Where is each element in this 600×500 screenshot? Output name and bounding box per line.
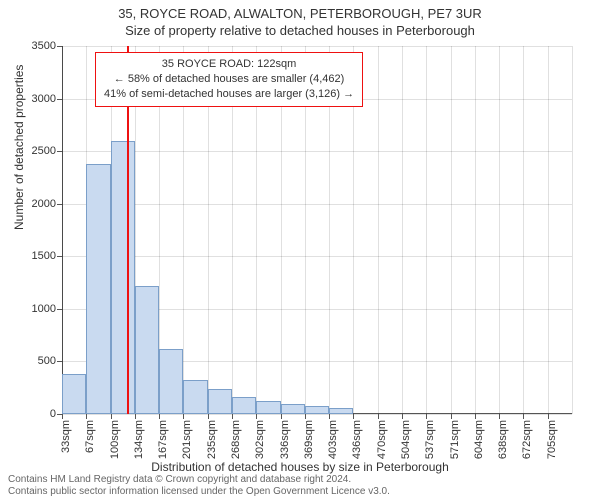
xtick-label: 167sqm [157,420,169,459]
xtick-mark [305,414,306,419]
chart-title-line2: Size of property relative to detached ho… [0,21,600,38]
grid-line-v [548,46,549,414]
xtick-label: 470sqm [376,420,388,459]
histogram-bar [256,401,280,414]
histogram-bar [305,406,329,414]
annotation-line2: ← 58% of detached houses are smaller (4,… [104,72,354,87]
grid-line-v [378,46,379,414]
ytick-label: 2500 [32,145,56,157]
chart-title-line1: 35, ROYCE ROAD, ALWALTON, PETERBOROUGH, … [0,0,600,21]
annotation-line3: 41% of semi-detached houses are larger (… [104,87,354,102]
xtick-mark [402,414,403,419]
xtick-mark [329,414,330,419]
histogram-bar [183,380,207,414]
grid-line-v [572,46,573,414]
xtick-mark [523,414,524,419]
xtick-mark [426,414,427,419]
ytick-label: 0 [50,408,56,420]
ytick-label: 1000 [32,303,56,315]
xtick-mark [232,414,233,419]
xtick-label: 369sqm [303,420,315,459]
grid-line-h [62,204,572,205]
histogram-bar [329,408,353,414]
grid-line-v [475,46,476,414]
xtick-mark [159,414,160,419]
ytick-label: 3000 [32,93,56,105]
xtick-mark [208,414,209,419]
histogram-bar [135,286,159,414]
footer-attribution: Contains HM Land Registry data © Crown c… [8,474,592,498]
grid-line-v [402,46,403,414]
histogram-bar [281,404,305,415]
xtick-mark [111,414,112,419]
xtick-mark [499,414,500,419]
xtick-label: 336sqm [279,420,291,459]
grid-line-v [62,46,63,414]
xtick-mark [451,414,452,419]
xtick-label: 134sqm [133,420,145,459]
histogram-bar [86,164,110,414]
xtick-label: 100sqm [109,420,121,459]
histogram-bar [111,141,135,414]
grid-line-v [523,46,524,414]
ytick-label: 3500 [32,40,56,52]
xtick-label: 436sqm [351,420,363,459]
histogram-bar [232,397,256,414]
xtick-label: 537sqm [424,420,436,459]
histogram-bar [208,389,232,414]
xtick-label: 403sqm [327,420,339,459]
grid-line-v [499,46,500,414]
grid-line-h [62,414,572,415]
histogram-bar [159,349,183,414]
xtick-label: 571sqm [449,420,461,459]
ytick-label: 2000 [32,198,56,210]
xtick-mark [475,414,476,419]
annotation-line1: 35 ROYCE ROAD: 122sqm [104,57,354,72]
grid-line-h [62,46,572,47]
xtick-mark [548,414,549,419]
xtick-label: 638sqm [497,420,509,459]
histogram-bar [62,374,86,414]
footer-line2: Contains public sector information licen… [8,486,592,498]
xtick-mark [183,414,184,419]
xtick-mark [378,414,379,419]
xtick-label: 33sqm [60,420,72,453]
xtick-mark [62,414,63,419]
grid-line-v [451,46,452,414]
footer-line1: Contains HM Land Registry data © Crown c… [8,474,592,486]
xtick-label: 705sqm [546,420,558,459]
y-axis-label: Number of detached properties [12,65,26,230]
chart-container: 35, ROYCE ROAD, ALWALTON, PETERBOROUGH, … [0,0,600,500]
xtick-label: 672sqm [521,420,533,459]
grid-line-h [62,151,572,152]
xtick-label: 235sqm [206,420,218,459]
ytick-label: 500 [38,355,56,367]
grid-line-v [426,46,427,414]
xtick-mark [256,414,257,419]
xtick-label: 302sqm [254,420,266,459]
xtick-mark [135,414,136,419]
xtick-label: 604sqm [473,420,485,459]
xtick-mark [86,414,87,419]
x-axis-label: Distribution of detached houses by size … [0,460,600,474]
ytick-label: 1500 [32,250,56,262]
xtick-mark [281,414,282,419]
xtick-label: 504sqm [400,420,412,459]
xtick-label: 67sqm [84,420,96,453]
xtick-mark [353,414,354,419]
xtick-label: 268sqm [230,420,242,459]
annotation-box: 35 ROYCE ROAD: 122sqm ← 58% of detached … [95,52,363,107]
grid-line-h [62,256,572,257]
xtick-label: 201sqm [181,420,193,459]
